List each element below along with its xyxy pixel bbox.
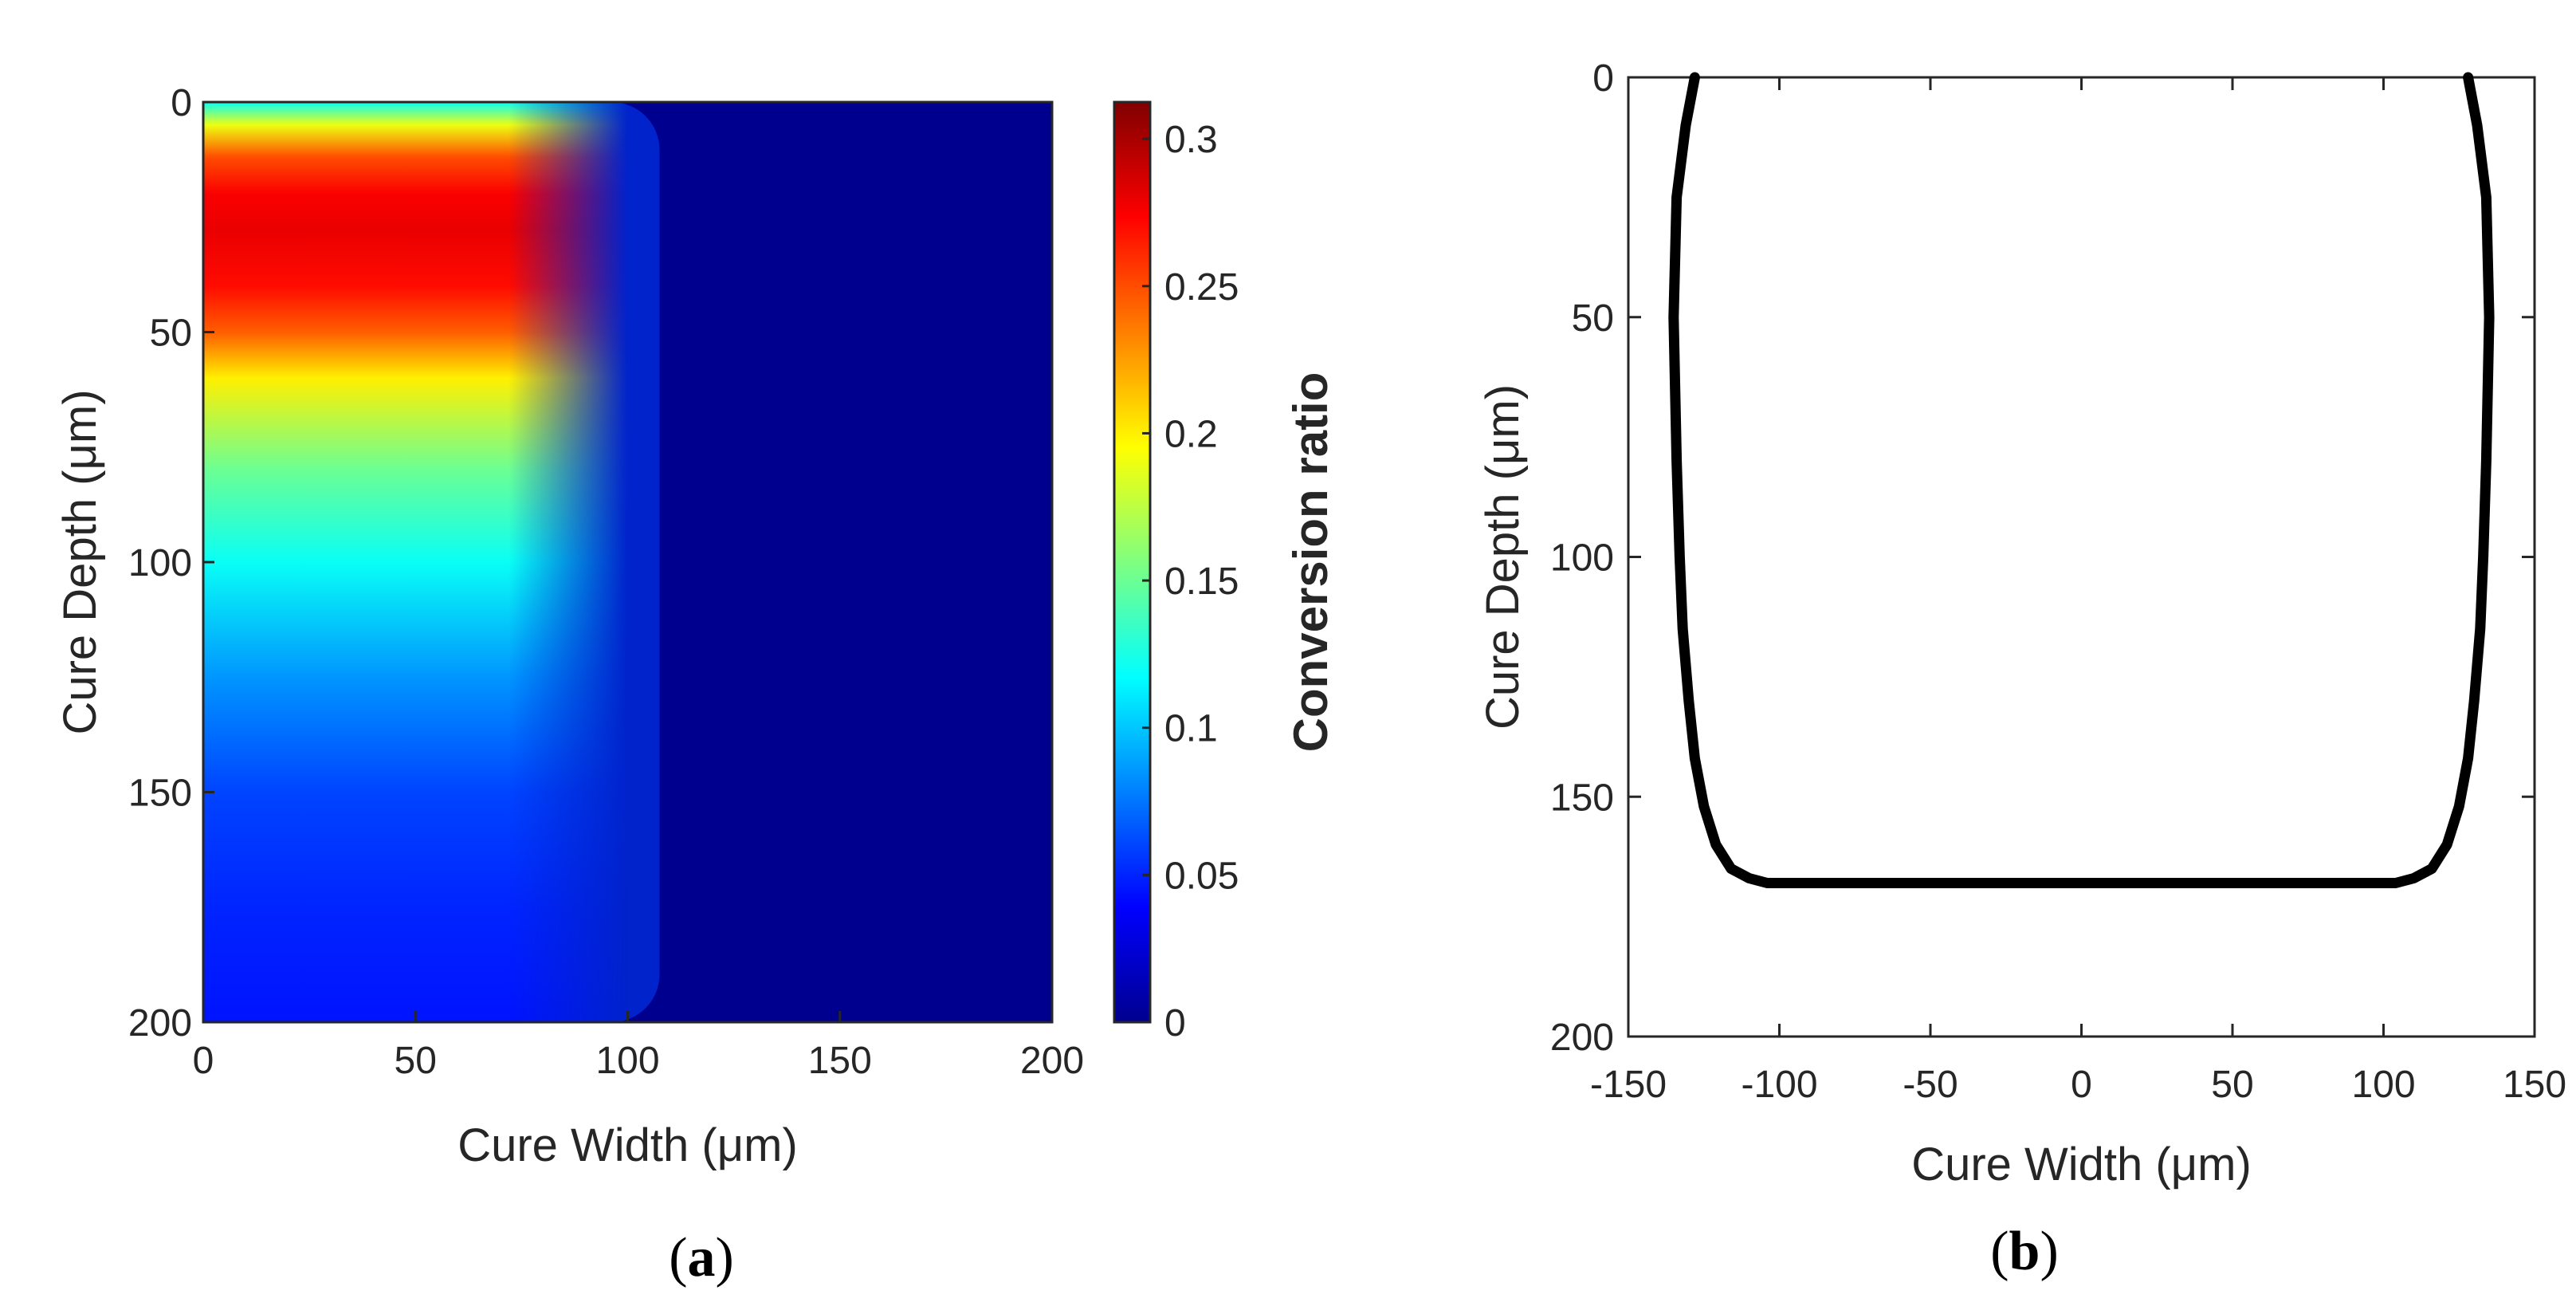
cure-boundary-line [1668, 72, 2495, 888]
panel-b-caption: (b) [1990, 1221, 2059, 1282]
heatmap-cured-region [203, 102, 628, 1022]
colorbar-label: Conversion ratio [1284, 372, 1337, 753]
panel-b-letter: b [2009, 1221, 2040, 1282]
heatmap-x-tick-label: 0 [193, 1040, 214, 1082]
boundary-y-ticks: 0 50 100 150 200 [1550, 57, 2535, 1059]
heatmap-y-tick-label: 100 [128, 542, 192, 584]
heatmap-x-tick-label: 100 [595, 1040, 659, 1082]
boundary-y-tick-label: 0 [1592, 57, 1614, 100]
heatmap-x-tick-label: 200 [1020, 1040, 1084, 1082]
colorbar-tick-label: 0.2 [1164, 413, 1218, 455]
boundary-frame [1627, 76, 2536, 1038]
colorbar-tick-label: 0.25 [1164, 266, 1239, 309]
boundary-x-tick-label: -50 [1903, 1064, 1958, 1106]
boundary-y-tick-label: 200 [1550, 1017, 1614, 1059]
panel-a-letter: a [688, 1227, 716, 1288]
heatmap-y-tick-label: 150 [128, 773, 192, 815]
colorbar-tick-label: 0.1 [1164, 708, 1218, 750]
heatmap-x-tick-label: 50 [395, 1040, 437, 1082]
heatmap-panel: 0 50 100 150 200 0 50 100 150 200 Cure Width (μm… [54, 82, 1084, 1171]
boundary-x-tick-label: 150 [2503, 1064, 2566, 1106]
boundary-y-tick-label: 50 [1572, 297, 1614, 340]
colorbar: 0 0.05 0.1 0.15 0.2 0.25 0.3 Conversion ratio [1113, 100, 1337, 1045]
boundary-x-tick-label: 100 [2351, 1064, 2415, 1106]
colorbar-ticks: 0 0.05 0.1 0.15 0.2 0.25 0.3 [1142, 119, 1239, 1045]
heatmap-x-ticks: 0 50 100 150 200 [193, 1011, 1084, 1082]
boundary-x-tick-label: -150 [1590, 1064, 1667, 1106]
boundary-x-tick-label: 50 [2211, 1064, 2253, 1106]
colorbar-gradient [1113, 100, 1152, 1024]
boundary-x-ticks: -150 -100 -50 0 50 100 150 [1590, 77, 2566, 1106]
colorbar-tick-label: 0.05 [1164, 855, 1239, 897]
heatmap-y-axis-label: Cure Depth (μm) [54, 389, 106, 734]
boundary-x-axis-label: Cure Width (μm) [1911, 1139, 2252, 1190]
colorbar-tick-label: 0.3 [1164, 119, 1218, 161]
heatmap-y-ticks: 0 50 100 150 200 [128, 82, 214, 1045]
colorbar-tick-label: 0.15 [1164, 561, 1239, 603]
boundary-y-tick-label: 100 [1550, 537, 1614, 580]
boundary-y-axis-label: Cure Depth (μm) [1477, 384, 1529, 730]
heatmap-x-tick-label: 150 [808, 1040, 872, 1082]
boundary-x-tick-label: 0 [2071, 1064, 2092, 1106]
heatmap-y-tick-label: 50 [150, 313, 192, 355]
heatmap-x-axis-label: Cure Width (μm) [457, 1119, 798, 1171]
colorbar-tick-label: 0 [1164, 1002, 1186, 1045]
panel-a-caption: (a) [669, 1227, 734, 1288]
boundary-x-tick-label: -100 [1741, 1064, 1817, 1106]
boundary-panel: -150 -100 -50 0 50 100 150 0 50 100 150 200 Cure W… [1477, 57, 2566, 1190]
heatmap-y-tick-label: 0 [171, 82, 192, 124]
heatmap-y-tick-label: 200 [128, 1002, 192, 1045]
boundary-y-tick-label: 150 [1550, 777, 1614, 819]
